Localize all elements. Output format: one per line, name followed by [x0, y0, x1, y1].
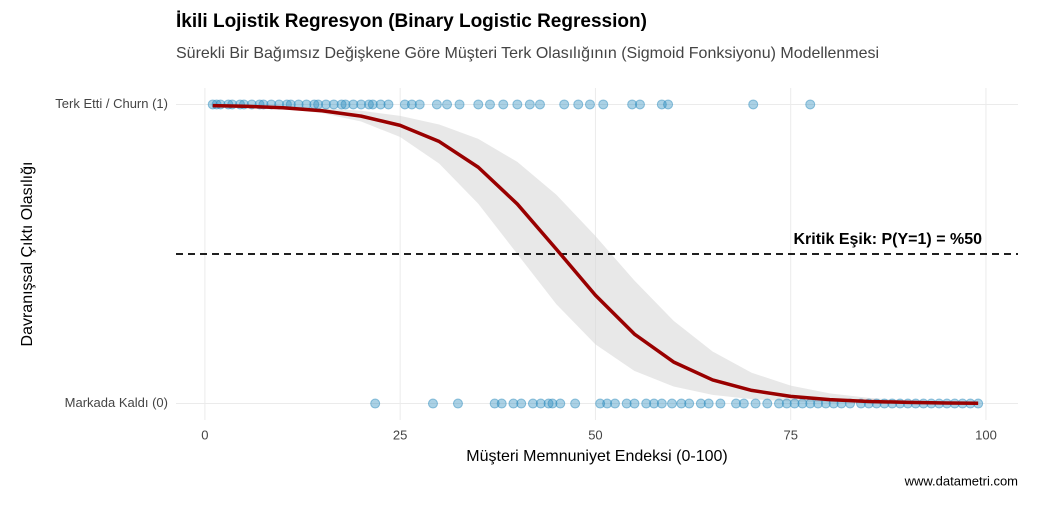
data-point	[427, 398, 438, 409]
chart-subtitle: Sürekli Bir Bağımsız Değişkene Göre Müşt…	[176, 45, 879, 62]
caption: www.datametri.com	[904, 473, 1018, 488]
data-point	[534, 99, 545, 110]
data-point	[649, 398, 660, 409]
data-point	[629, 398, 640, 409]
data-point	[543, 398, 554, 409]
data-point	[414, 99, 425, 110]
threshold-label: Kritik Eşik: P(Y=1) = %50	[793, 231, 982, 248]
fit-curve	[212, 103, 979, 405]
data-point	[336, 99, 347, 110]
x-axis-label: Müşteri Memnuniyet Endeksi (0-100)	[466, 448, 727, 465]
data-point	[789, 398, 800, 409]
data-point	[805, 99, 816, 110]
data-point	[512, 99, 523, 110]
data-point	[634, 99, 645, 110]
data-point	[535, 398, 546, 409]
data-point	[762, 398, 773, 409]
data-point	[781, 398, 792, 409]
data-point	[406, 99, 417, 110]
data-point	[602, 398, 613, 409]
data-point	[489, 398, 500, 409]
data-point	[573, 99, 584, 110]
data-point	[363, 99, 374, 110]
data-point	[595, 398, 606, 409]
data-point	[356, 99, 367, 110]
y-tick-label: Markada Kaldı (0)	[65, 395, 168, 410]
data-point	[703, 398, 714, 409]
data-point	[484, 99, 495, 110]
data-point	[320, 99, 331, 110]
data-point	[328, 99, 339, 110]
data-point	[731, 398, 742, 409]
data-point	[452, 398, 463, 409]
y-tick-label: Terk Etti / Churn (1)	[55, 96, 168, 111]
y-axis-label: Davranışsal Çıktı Olasılığı	[19, 162, 36, 347]
data-point	[454, 99, 465, 110]
data-point	[773, 398, 784, 409]
data-point	[621, 398, 632, 409]
data-point	[609, 398, 620, 409]
x-tick-label: 25	[393, 427, 407, 442]
x-tick-label: 75	[783, 427, 797, 442]
data-point	[695, 398, 706, 409]
data-point	[715, 398, 726, 409]
data-point	[584, 99, 595, 110]
x-tick-label: 0	[201, 427, 208, 442]
data-point	[375, 99, 386, 110]
data-point	[367, 99, 378, 110]
data-point	[431, 99, 442, 110]
data-point	[348, 99, 359, 110]
data-point	[559, 99, 570, 110]
data-point	[340, 99, 351, 110]
data-point	[496, 398, 507, 409]
data-point	[516, 398, 527, 409]
data-point	[738, 398, 749, 409]
data-point	[666, 398, 677, 409]
data-point	[750, 398, 761, 409]
data-point	[547, 398, 558, 409]
data-point	[524, 99, 535, 110]
data-point	[663, 99, 674, 110]
data-point	[370, 398, 381, 409]
data-point	[399, 99, 410, 110]
data-point	[527, 398, 538, 409]
x-tick-label: 50	[588, 427, 602, 442]
data-point	[748, 99, 759, 110]
data-point	[627, 99, 638, 110]
data-point	[598, 99, 609, 110]
data-point	[555, 398, 566, 409]
data-point	[570, 398, 581, 409]
x-tick-label: 100	[975, 427, 997, 442]
data-point	[508, 398, 519, 409]
data-point	[676, 398, 687, 409]
data-point	[641, 398, 652, 409]
data-point	[498, 99, 509, 110]
chart-title: İkili Lojistik Regresyon (Binary Logisti…	[176, 11, 647, 32]
data-point	[442, 99, 453, 110]
data-point	[684, 398, 695, 409]
data-point	[473, 99, 484, 110]
confidence-band	[212, 105, 979, 404]
data-point	[656, 398, 667, 409]
data-point	[383, 99, 394, 110]
